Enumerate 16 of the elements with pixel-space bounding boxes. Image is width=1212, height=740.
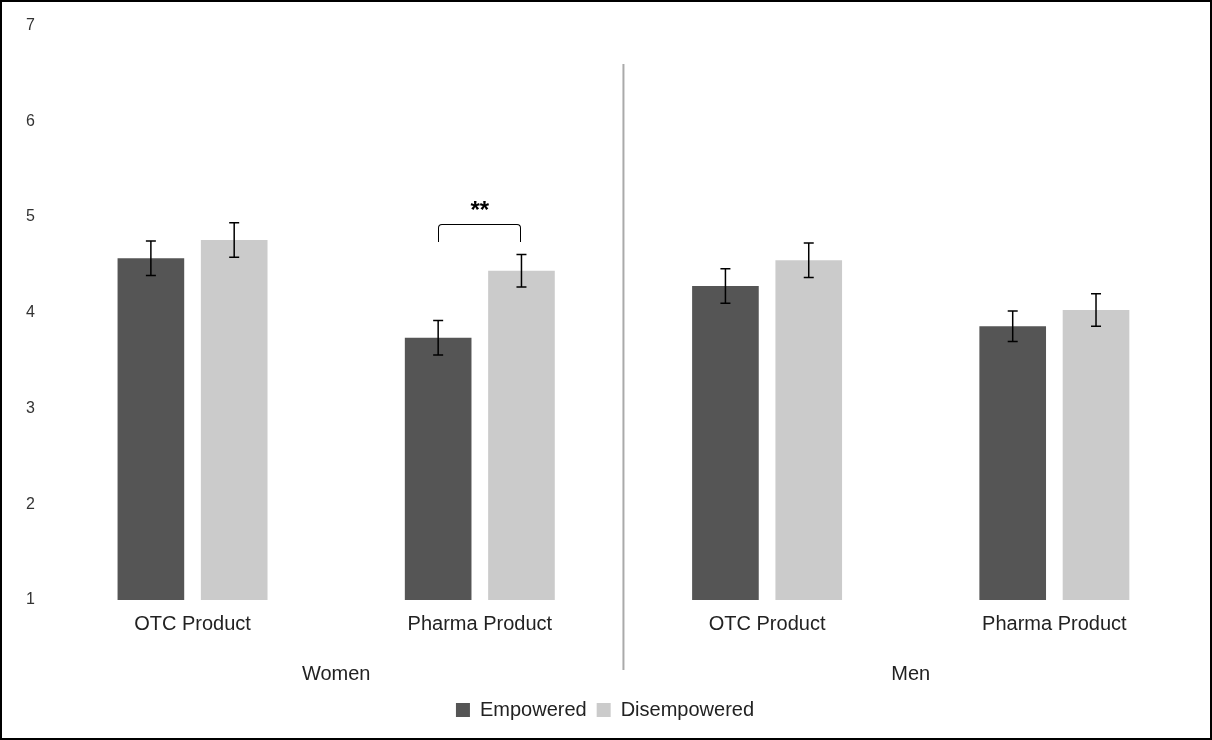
- text: Men: [891, 661, 931, 684]
- y-tick-label: 2: [25, 494, 35, 512]
- x-tick-label: OTC Product: [708, 611, 826, 634]
- y-tick-label: 5: [25, 207, 35, 225]
- y-tick-label: 4: [25, 303, 35, 321]
- legend-label: Empowered: [479, 697, 587, 720]
- x-tick-label: Pharma Product: [982, 611, 1128, 634]
- x-tick-label: OTC Product: [134, 611, 252, 634]
- y-tick-label: 6: [25, 111, 35, 129]
- annotation: **: [469, 196, 491, 225]
- y-tick-label: 3: [25, 398, 35, 416]
- y-tick-label: 1: [25, 590, 35, 608]
- y-tick-label: 7: [25, 16, 35, 34]
- x-tick-label: Pharma Product: [407, 611, 553, 634]
- text: Women: [301, 661, 371, 684]
- legend-label: Disempowered: [620, 697, 755, 720]
